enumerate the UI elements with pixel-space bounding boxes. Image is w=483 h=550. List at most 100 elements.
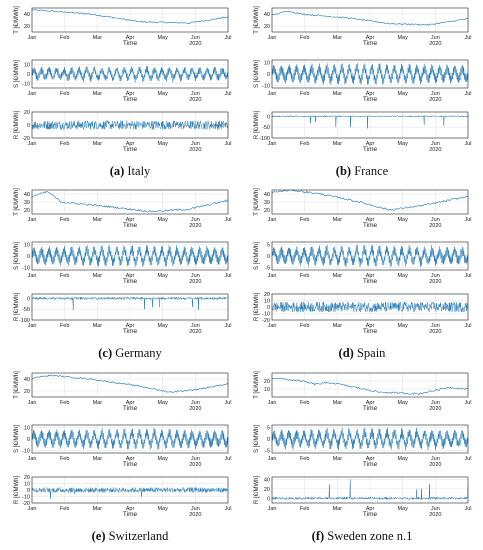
- y-tick-label: -100: [19, 318, 30, 324]
- x-tick-label: Feb: [300, 273, 309, 279]
- y-tick-label: 0: [267, 496, 270, 502]
- x-tick-label: Mar: [93, 35, 103, 41]
- x-tick-label: May: [397, 456, 408, 462]
- subplot-b-T: 20 40 Jan Feb Mar Apr May Jun Jul 2020 Time T [€/MW…: [254, 6, 472, 47]
- x-tick-label: Jan: [268, 400, 277, 406]
- x-axis-label: Time: [123, 278, 138, 285]
- x-tick-label: Jan: [28, 400, 37, 406]
- y-tick-label: 10: [24, 482, 30, 488]
- series-line-T: [271, 377, 469, 396]
- y-tick-label: 0: [267, 254, 270, 260]
- series-line-S: [271, 427, 469, 451]
- y-axis-label: R [€/MWh]: [254, 293, 260, 322]
- x-tick-label: Feb: [60, 400, 69, 406]
- x-tick-label: Jun: [431, 323, 440, 329]
- year-label: 2020: [189, 406, 201, 412]
- x-tick-label: Jan: [268, 141, 277, 147]
- year-label: 2020: [429, 41, 441, 47]
- x-tick-label: Jun: [431, 217, 440, 223]
- x-tick-label: Jul: [464, 141, 471, 147]
- y-tick-label: 0: [27, 296, 30, 302]
- y-tick-label: 40: [24, 12, 30, 18]
- x-tick-label: Mar: [333, 91, 343, 97]
- y-axis-label: S [€/MWh]: [14, 60, 20, 88]
- x-axis-label: Time: [123, 328, 138, 335]
- x-tick-label: Jun: [191, 91, 200, 97]
- x-tick-label: Mar: [333, 273, 343, 279]
- x-tick-label: Mar: [333, 400, 343, 406]
- x-axis-label: Time: [363, 511, 378, 518]
- x-tick-label: Apr: [126, 217, 135, 223]
- y-tick-label: 20: [24, 389, 30, 395]
- y-tick-label: 40: [264, 192, 270, 198]
- y-tick-label: 10: [24, 242, 30, 248]
- series-line-S: [31, 428, 229, 450]
- x-tick-label: Jan: [28, 506, 37, 512]
- x-tick-label: Apr: [126, 456, 135, 462]
- subplot-e-T: 20 40 Jan Feb Mar Apr May Jun Jul 2020 Time T [€/MW…: [14, 371, 232, 412]
- y-tick-label: 20: [24, 475, 30, 481]
- x-tick-label: May: [397, 141, 408, 147]
- y-axis-label: S [€/MWh]: [254, 242, 260, 270]
- year-label: 2020: [189, 512, 201, 518]
- x-tick-label: May: [157, 91, 168, 97]
- x-tick-label: May: [397, 217, 408, 223]
- x-tick-label: Feb: [60, 217, 69, 223]
- x-axis-label: Time: [363, 146, 378, 153]
- x-tick-label: Mar: [333, 35, 343, 41]
- x-tick-label: Jul: [464, 456, 471, 462]
- x-tick-label: Jul: [224, 323, 231, 329]
- x-tick-label: Jan: [268, 273, 277, 279]
- x-tick-label: Jul: [224, 35, 231, 41]
- subplot-c-R: -100 -50 0 Jan Feb Mar Apr May Jun Jul 2020 Time R […: [14, 293, 232, 335]
- axes-frame: [271, 59, 469, 89]
- x-tick-label: Jun: [431, 506, 440, 512]
- x-tick-label: Apr: [366, 323, 375, 329]
- x-tick-label: Jan: [28, 141, 37, 147]
- x-axis-label: Time: [123, 96, 138, 103]
- y-tick-label: 0: [27, 72, 30, 78]
- caption-f: (f) Sweden zone n.1: [252, 529, 472, 544]
- x-axis-label: Time: [123, 146, 138, 153]
- panel-b: 20 40 Jan Feb Mar Apr May Jun Jul 2020 Time T [€/MW…: [254, 6, 472, 153]
- year-label: 2020: [429, 462, 441, 468]
- x-tick-label: Feb: [300, 141, 309, 147]
- series-line-T: [31, 9, 229, 24]
- x-tick-label: Mar: [333, 323, 343, 329]
- y-tick-label: 0: [27, 488, 30, 494]
- y-tick-label: -10: [22, 266, 30, 272]
- x-tick-label: Feb: [300, 35, 309, 41]
- axes-frame: [31, 111, 229, 139]
- x-tick-label: Feb: [300, 400, 309, 406]
- x-tick-label: Jun: [431, 91, 440, 97]
- subplot-b-S: -10 0 10 Jan Feb Mar Apr May Jun Jul 2020 Time S [€/…: [254, 60, 472, 103]
- x-tick-label: Feb: [60, 456, 69, 462]
- y-tick-label: -20: [22, 136, 30, 142]
- x-tick-label: Jul: [224, 273, 231, 279]
- x-tick-label: Mar: [93, 323, 103, 329]
- year-label: 2020: [429, 512, 441, 518]
- x-tick-label: May: [397, 506, 408, 512]
- x-tick-label: Jun: [431, 456, 440, 462]
- y-tick-label: 20: [264, 379, 270, 385]
- y-tick-label: 5: [267, 242, 270, 248]
- x-tick-label: Jul: [224, 400, 231, 406]
- x-tick-label: Mar: [93, 506, 103, 512]
- x-tick-label: Jan: [268, 35, 277, 41]
- y-tick-label: 10: [24, 425, 30, 431]
- series-line-S: [31, 65, 229, 83]
- x-tick-label: Jun: [191, 273, 200, 279]
- y-axis-label: T [€/MWh]: [14, 188, 20, 216]
- x-tick-label: Jan: [28, 273, 37, 279]
- x-tick-label: Jun: [431, 35, 440, 41]
- x-tick-label: Jun: [431, 273, 440, 279]
- x-tick-label: Apr: [366, 35, 375, 41]
- x-tick-label: Feb: [60, 141, 69, 147]
- panel-a: 20 40 Jan Feb Mar Apr May Jun Jul 2020 Time T [€/MW…: [14, 6, 232, 153]
- year-label: 2020: [429, 279, 441, 285]
- x-axis-label: Time: [123, 40, 138, 47]
- x-tick-label: Mar: [93, 91, 103, 97]
- y-axis-label: T [€/MWh]: [254, 6, 260, 34]
- subplot-f-S: -5 0 5 Jan Feb Mar Apr May Jun Jul 2020 Time S [€/MW…: [254, 425, 472, 468]
